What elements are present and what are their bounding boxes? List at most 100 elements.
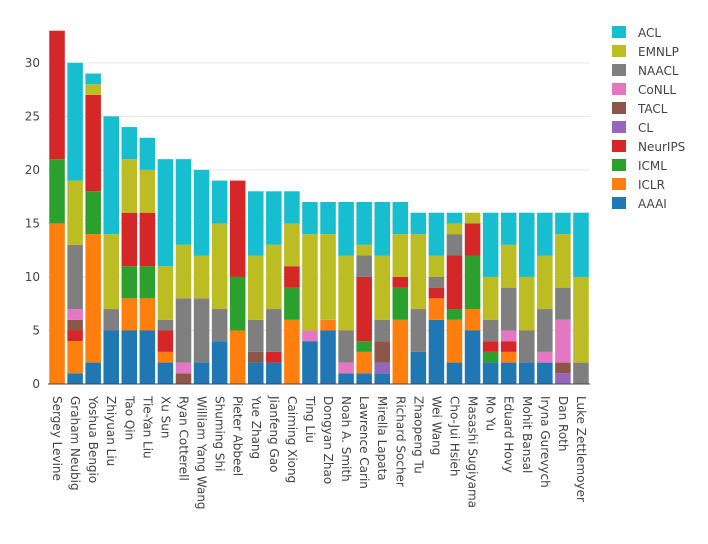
bar-segment-acl[interactable] (374, 202, 391, 256)
bar-segment-iclr[interactable] (67, 341, 83, 374)
legend-swatch-emnlp[interactable] (612, 45, 626, 57)
bar-segment-naacl[interactable] (247, 319, 264, 352)
bar-segment-neurips[interactable] (356, 276, 372, 342)
bar-segment-iclr[interactable] (320, 319, 336, 331)
bar-segment-acl[interactable] (247, 191, 264, 256)
bar-segment-neurips[interactable] (157, 330, 174, 352)
bar-segment-naacl[interactable] (193, 298, 210, 363)
bar-segment-iclr[interactable] (139, 298, 156, 331)
bar-segment-naacl[interactable] (573, 362, 589, 384)
bar-segment-iclr[interactable] (500, 351, 517, 363)
bar-segment-iclr[interactable] (229, 330, 246, 384)
legend-label-conll[interactable]: CoNLL (638, 83, 676, 97)
bar-segment-acl[interactable] (356, 202, 372, 245)
legend-swatch-neurips[interactable] (612, 140, 626, 152)
bar-segment-tacl[interactable] (175, 373, 192, 384)
bar-segment-emnlp[interactable] (338, 255, 354, 331)
legend-label-cl[interactable]: CL (638, 121, 653, 135)
bar-segment-tacl[interactable] (247, 351, 264, 363)
bar-segment-emnlp[interactable] (175, 244, 192, 299)
bar-segment-naacl[interactable] (482, 319, 499, 342)
legend-swatch-iclr[interactable] (612, 178, 626, 190)
bar-segment-iclr[interactable] (392, 319, 409, 384)
bar-segment-iclr[interactable] (157, 351, 174, 363)
bar-segment-naacl[interactable] (410, 309, 427, 352)
bar-segment-tacl[interactable] (374, 341, 391, 363)
bar-segment-neurips[interactable] (500, 341, 517, 352)
bar-segment-naacl[interactable] (428, 276, 445, 288)
bar-segment-aaai[interactable] (320, 330, 336, 384)
bar-segment-emnlp[interactable] (121, 159, 138, 213)
bar-segment-emnlp[interactable] (356, 244, 372, 256)
bar-segment-icml[interactable] (284, 287, 300, 320)
bar-segment-acl[interactable] (410, 212, 427, 235)
bar-segment-emnlp[interactable] (85, 84, 101, 95)
bar-segment-acl[interactable] (555, 212, 571, 235)
legend-label-neurips[interactable]: NeurIPS (638, 140, 685, 154)
bar-segment-aaai[interactable] (428, 319, 445, 384)
bar-segment-neurips[interactable] (482, 341, 499, 352)
bar-segment-emnlp[interactable] (67, 180, 83, 245)
bar-segment-acl[interactable] (157, 159, 174, 267)
bar-segment-emnlp[interactable] (374, 255, 391, 320)
bar-segment-aaai[interactable] (374, 373, 391, 384)
bar-segment-aaai[interactable] (157, 362, 174, 384)
bar-segment-emnlp[interactable] (139, 169, 156, 213)
bar-segment-iclr[interactable] (356, 351, 372, 374)
bar-segment-acl[interactable] (392, 202, 409, 235)
bar-segment-aaai[interactable] (356, 373, 372, 384)
bar-segment-naacl[interactable] (518, 330, 535, 363)
bar-segment-emnlp[interactable] (211, 223, 228, 310)
bar-segment-cl[interactable] (374, 362, 391, 374)
bar-segment-neurips[interactable] (428, 287, 445, 299)
bar-segment-acl[interactable] (518, 212, 535, 277)
bar-segment-conll[interactable] (302, 330, 318, 342)
bar-segment-acl[interactable] (428, 212, 445, 256)
bar-segment-acl[interactable] (573, 212, 589, 277)
legend-swatch-conll[interactable] (612, 83, 626, 95)
bar-segment-emnlp[interactable] (157, 266, 174, 320)
bar-segment-aaai[interactable] (67, 373, 83, 384)
bar-segment-icml[interactable] (356, 341, 372, 352)
bar-segment-naacl[interactable] (555, 287, 571, 320)
bar-segment-neurips[interactable] (266, 351, 282, 363)
bar-segment-emnlp[interactable] (247, 255, 264, 320)
bar-segment-emnlp[interactable] (302, 234, 318, 331)
bar-segment-aaai[interactable] (266, 362, 282, 384)
bar-segment-naacl[interactable] (103, 309, 120, 331)
bar-segment-icml[interactable] (446, 309, 463, 320)
legend-swatch-acl[interactable] (612, 26, 626, 38)
legend-label-naacl[interactable]: NAACL (638, 64, 679, 78)
bar-segment-neurips[interactable] (139, 212, 156, 267)
bar-segment-conll[interactable] (67, 309, 83, 320)
bar-segment-conll[interactable] (555, 319, 571, 363)
bar-segment-acl[interactable] (537, 212, 553, 256)
bar-segment-aaai[interactable] (338, 373, 354, 384)
bar-segment-acl[interactable] (211, 180, 228, 224)
bar-segment-neurips[interactable] (284, 266, 300, 288)
legend-label-aaai[interactable]: AAAI (638, 197, 667, 211)
legend-label-emnlp[interactable]: EMNLP (638, 45, 679, 59)
bar-segment-tacl[interactable] (67, 319, 83, 331)
bar-segment-naacl[interactable] (374, 319, 391, 342)
bar-segment-acl[interactable] (67, 62, 83, 181)
bar-segment-aaai[interactable] (85, 362, 101, 384)
bar-segment-iclr[interactable] (446, 319, 463, 363)
bar-segment-cl[interactable] (555, 373, 571, 384)
bar-segment-aaai[interactable] (121, 330, 138, 384)
bar-segment-emnlp[interactable] (193, 255, 210, 299)
bar-segment-acl[interactable] (482, 212, 499, 277)
bar-segment-acl[interactable] (103, 116, 120, 235)
bar-segment-naacl[interactable] (175, 298, 192, 363)
bar-segment-icml[interactable] (139, 266, 156, 299)
bar-segment-icml[interactable] (482, 351, 499, 363)
bar-segment-icml[interactable] (229, 276, 246, 331)
bar-segment-emnlp[interactable] (103, 234, 120, 310)
bar-segment-acl[interactable] (175, 159, 192, 245)
bar-segment-neurips[interactable] (229, 180, 246, 277)
bar-segment-icml[interactable] (121, 266, 138, 299)
bar-segment-emnlp[interactable] (555, 234, 571, 288)
bar-segment-naacl[interactable] (537, 309, 553, 352)
bar-segment-iclr[interactable] (85, 234, 101, 363)
legend-swatch-tacl[interactable] (612, 102, 626, 114)
